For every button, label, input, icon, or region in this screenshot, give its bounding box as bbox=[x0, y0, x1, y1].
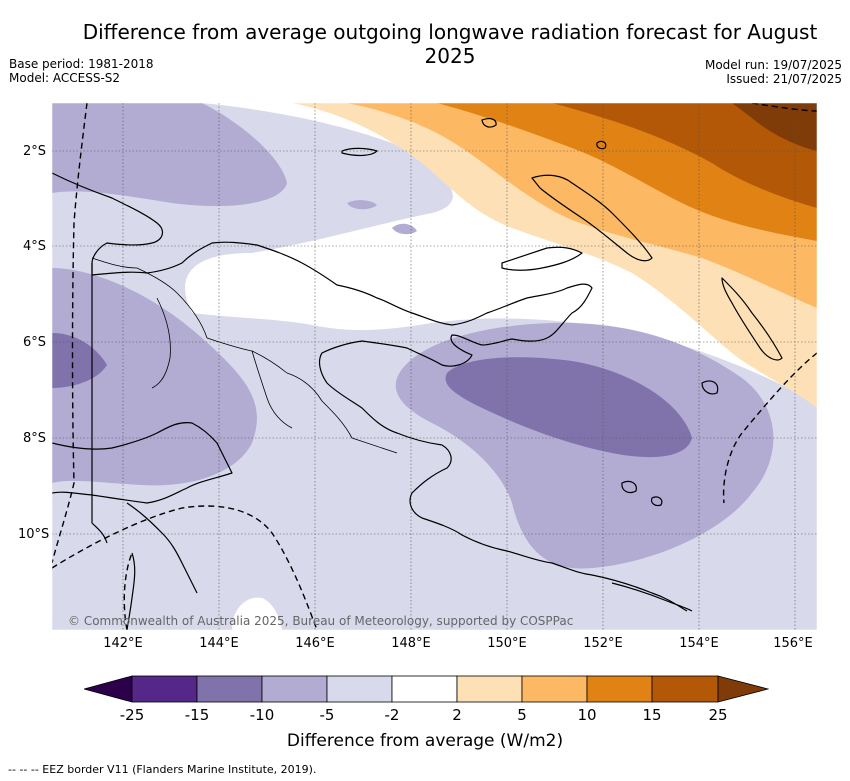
anomaly-zone-plus25 bbox=[732, 103, 817, 151]
model-run: Model run: 19/07/2025 bbox=[704, 58, 842, 72]
colorbar-label-p15: 15 bbox=[642, 706, 662, 724]
lat-tick-8s: 8°S bbox=[22, 431, 46, 446]
new-ireland bbox=[531, 174, 653, 262]
png-border bbox=[91, 263, 108, 544]
colorbar-bin-3 bbox=[261, 675, 328, 703]
map-title: Difference from average outgoing longwav… bbox=[82, 20, 818, 68]
lat-tick-6s: 6°S bbox=[22, 335, 46, 350]
colorbar-bin-4 bbox=[326, 675, 393, 703]
anomaly-zone-minus15-west bbox=[52, 333, 107, 388]
colorbar-label-m15: -15 bbox=[184, 706, 210, 724]
issued-date: Issued: 21/07/2025 bbox=[726, 72, 842, 86]
colorbar-label-m5: -5 bbox=[319, 706, 335, 724]
anomaly-zone-plus15 bbox=[552, 103, 817, 208]
colorbar-bin-1 bbox=[131, 675, 198, 703]
anomaly-zone-minus10-small-a bbox=[347, 200, 377, 210]
colorbar-label-p5: 5 bbox=[517, 706, 527, 724]
colorbar-bin-2 bbox=[196, 675, 263, 703]
bougainville bbox=[721, 277, 783, 361]
lon-tick-144e: 144°E bbox=[199, 636, 239, 651]
southern-lands bbox=[126, 502, 198, 594]
coastlines bbox=[52, 118, 783, 630]
anomaly-zone-minus15-east bbox=[445, 357, 692, 458]
lat-tick-4s: 4°S bbox=[22, 239, 46, 254]
cape-york bbox=[126, 552, 136, 630]
colorbar-label-m25: -25 bbox=[119, 706, 145, 724]
islet-a bbox=[481, 118, 497, 128]
lon-tick-142e: 142°E bbox=[103, 636, 143, 651]
meta-left: Base period: 1981-2018 Model: ACCESS-S2 bbox=[9, 57, 154, 85]
lon-tick-146e: 146°E bbox=[295, 636, 335, 651]
lon-tick-148e: 148°E bbox=[391, 636, 431, 651]
anomaly-zone-minus10-west bbox=[52, 268, 257, 486]
colorbar-bin-5 bbox=[391, 675, 458, 703]
province-borders bbox=[91, 257, 398, 454]
model-name: Model: ACCESS-S2 bbox=[9, 71, 121, 85]
colorbar-bin-9 bbox=[651, 675, 719, 703]
new-britain bbox=[501, 246, 583, 271]
colorbar-label-p2: 2 bbox=[452, 706, 462, 724]
lon-tick-156e: 156°E bbox=[773, 636, 813, 651]
colorbar-bin-7 bbox=[521, 675, 588, 703]
lon-tick-150e: 150°E bbox=[487, 636, 527, 651]
colorbar-label-m10: -10 bbox=[249, 706, 275, 724]
new-guinea-coast bbox=[52, 172, 688, 612]
lat-tick-10s: 10°S bbox=[18, 527, 50, 542]
colorbar-label-p25: 25 bbox=[708, 706, 728, 724]
manus bbox=[341, 147, 378, 157]
lat-tick-2s: 2°S bbox=[22, 144, 46, 159]
anomaly-zone-neutral-south bbox=[232, 597, 282, 630]
copyright-text: © Commonwealth of Australia 2025, Bureau… bbox=[68, 614, 574, 628]
colorbar-label-m2: -2 bbox=[384, 706, 400, 724]
olr-anomaly-map bbox=[52, 103, 817, 630]
louisiade bbox=[611, 582, 693, 612]
colorbar-title: Difference from average (W/m2) bbox=[286, 731, 564, 751]
islet-b bbox=[596, 140, 607, 150]
islet-c bbox=[701, 380, 719, 395]
islet-d bbox=[621, 480, 637, 494]
eez-borders bbox=[52, 103, 817, 630]
islet-e bbox=[650, 496, 663, 507]
colorbar-label-p10: 10 bbox=[577, 706, 597, 724]
eez-note: -- -- -- EEZ border V11 (Flanders Marine… bbox=[8, 763, 317, 776]
lon-tick-152e: 152°E bbox=[583, 636, 623, 651]
lon-tick-154e: 154°E bbox=[679, 636, 719, 651]
colorbar bbox=[84, 675, 769, 703]
southwest-coast bbox=[52, 422, 233, 504]
base-period: Base period: 1981-2018 bbox=[9, 57, 154, 71]
meta-right: Model run: 19/07/2025 Issued: 21/07/2025 bbox=[705, 58, 842, 86]
colorbar-bin-8 bbox=[586, 675, 653, 703]
graticule bbox=[52, 103, 817, 630]
colorbar-extend-high bbox=[717, 675, 769, 703]
colorbar-extend-low bbox=[84, 675, 133, 703]
anomaly-zone-minus10-north bbox=[52, 103, 287, 207]
colorbar-bin-6 bbox=[456, 675, 523, 703]
